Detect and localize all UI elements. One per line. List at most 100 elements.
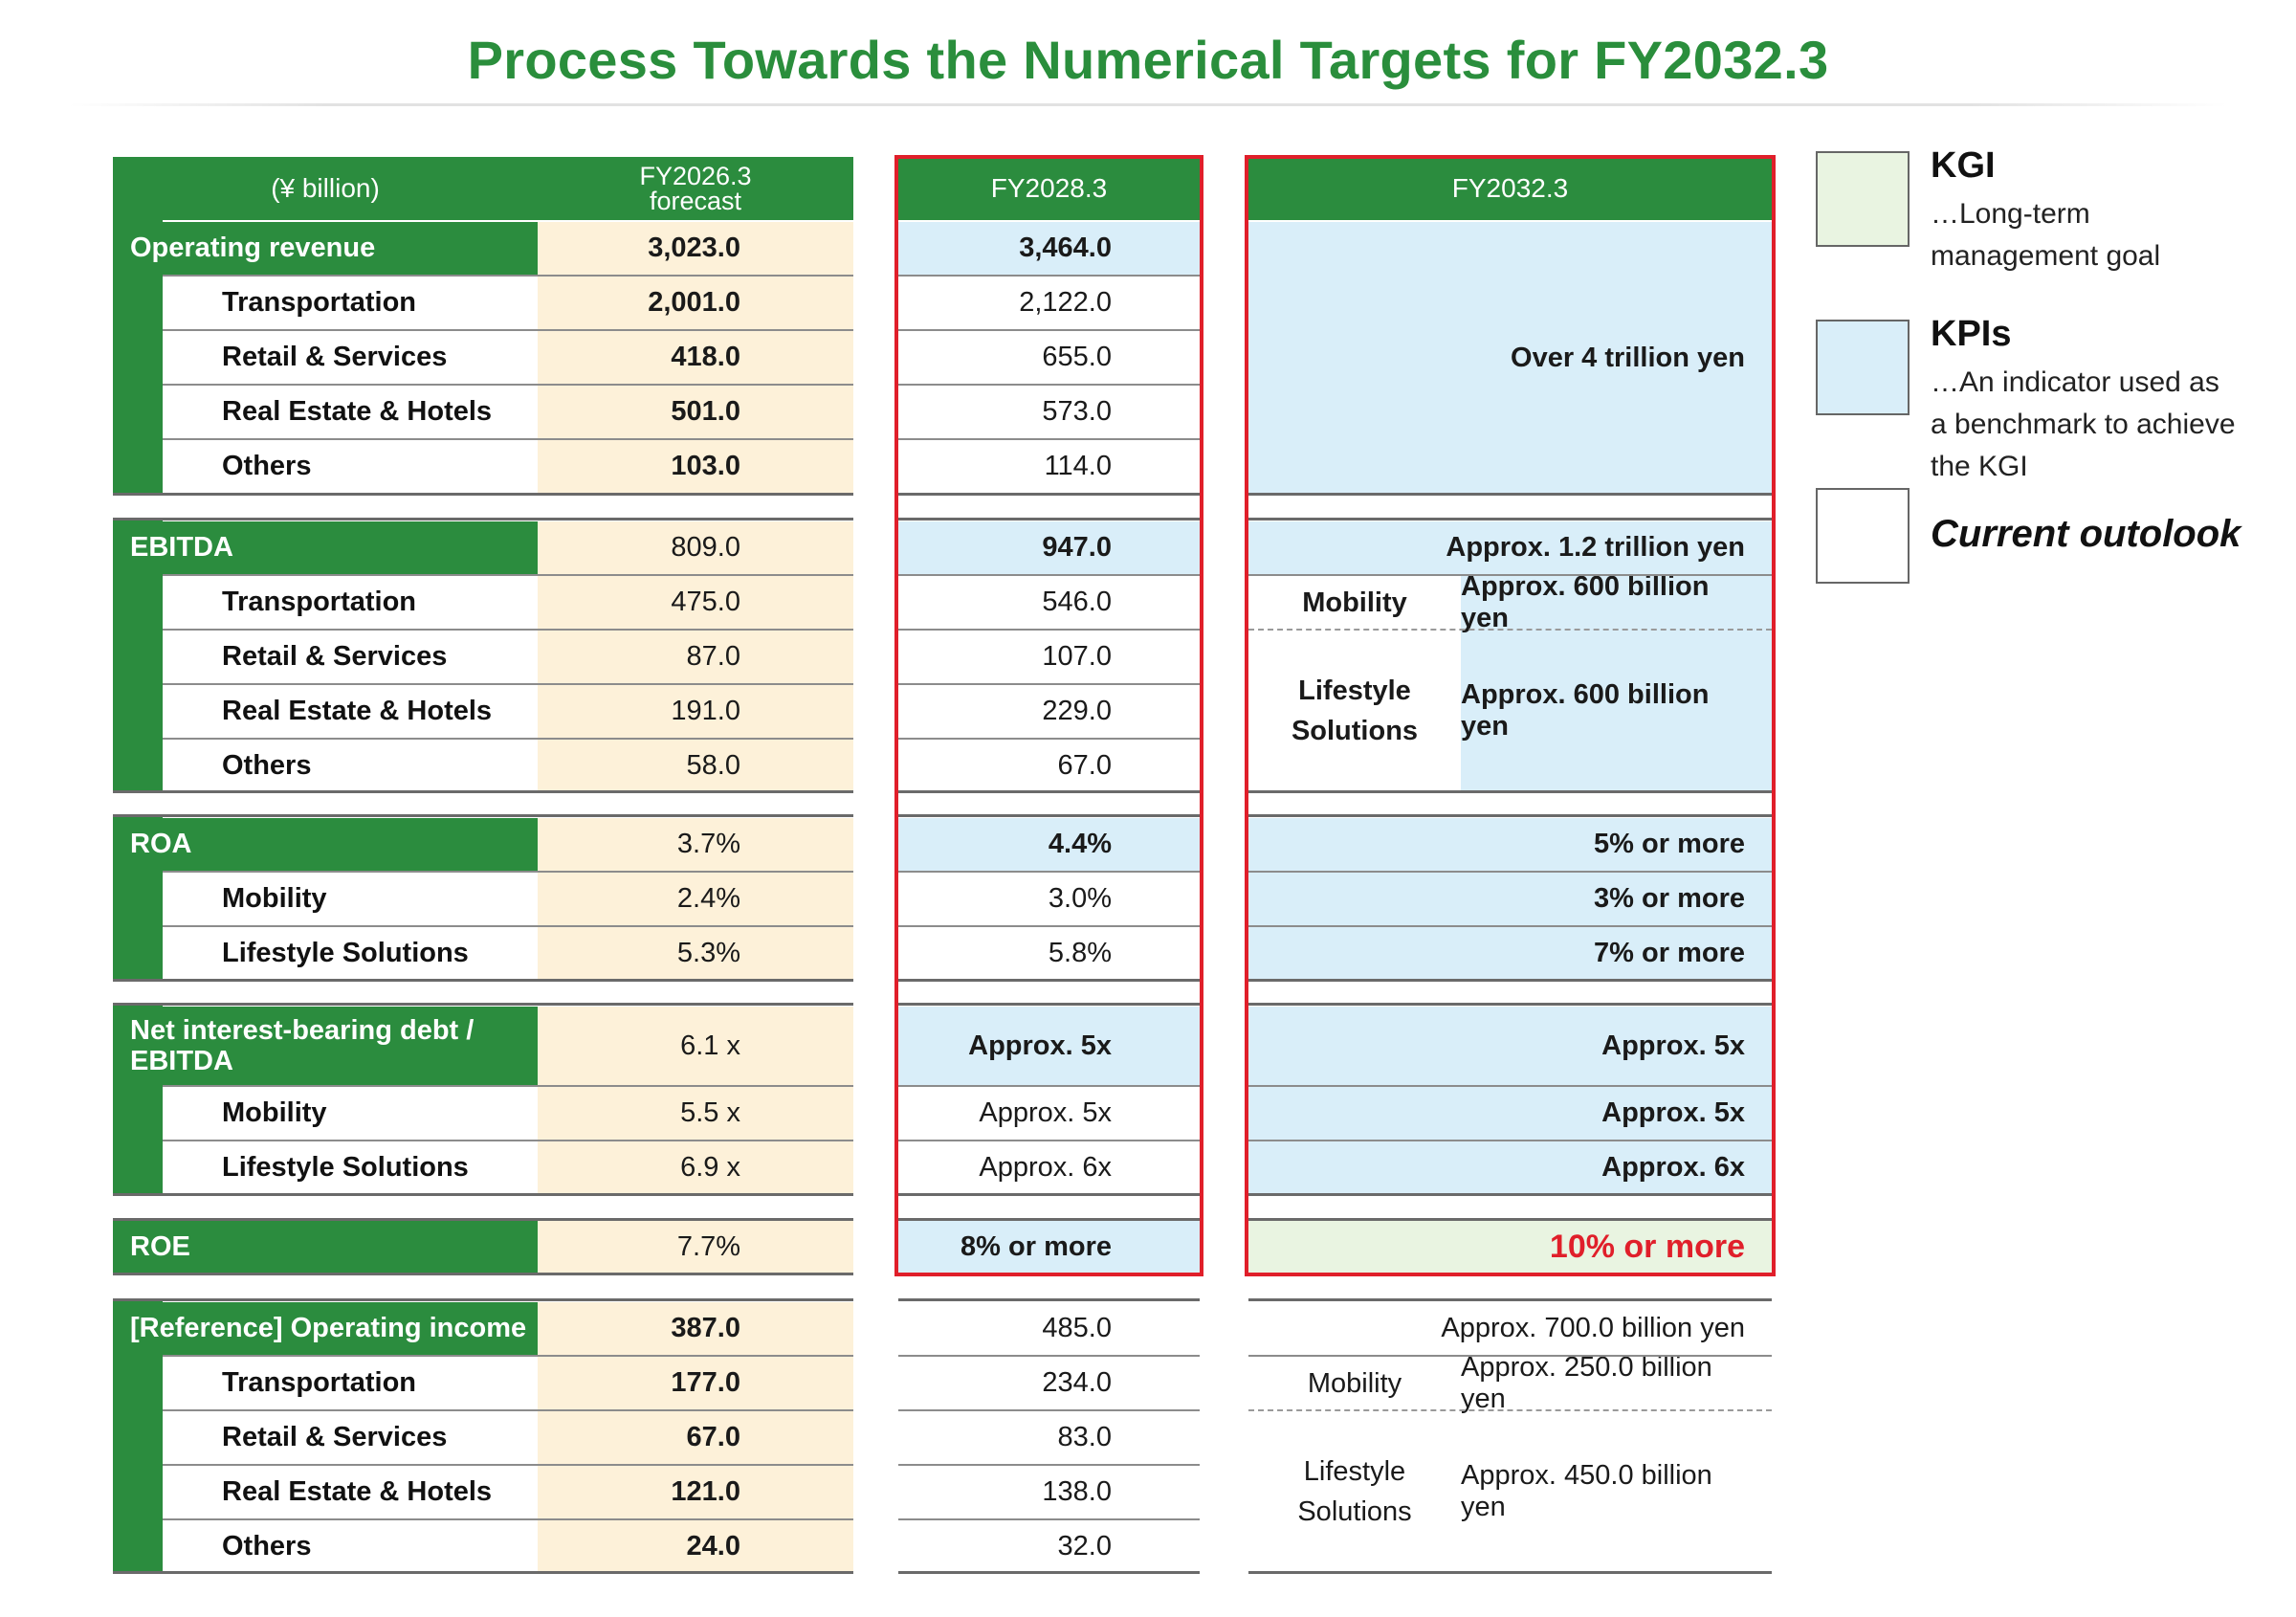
debt-mobility-fy2028: Approx. 5x (979, 1097, 1112, 1128)
op-income-transportation-fy2026: 177.0 (671, 1367, 740, 1398)
roa-mobility-fy2032: 3% or more (1594, 883, 1745, 914)
roa-mobility-fy2028: 3.0% (1048, 883, 1112, 914)
ebitda-fy2026: 809.0 (671, 532, 740, 563)
roe-fy2028: 8% or more (960, 1231, 1112, 1262)
block-divider (1248, 1571, 1772, 1574)
op-income-retail-label: Retail & Services (222, 1422, 448, 1452)
ebitda-seg-lifestyle-value: Approx. 600 billion yen (1461, 679, 1710, 742)
debt-label-line1: Net interest-bearing debt / (130, 1015, 475, 1046)
ebitda-fy2032-bg (1248, 521, 1772, 574)
roe-label: ROE (113, 1221, 538, 1274)
roa-fy2032-bg (1248, 818, 1772, 980)
operating-revenue-others-fy2028: 114.0 (1044, 451, 1112, 481)
ebitda-retail-fy2028: 107.0 (1042, 641, 1112, 672)
ebitda-others-fy2026: 58.0 (686, 749, 740, 781)
ebitda-fy2032: Approx. 1.2 trillion yen (1446, 532, 1745, 563)
roa-mobility-label: Mobility (222, 883, 327, 914)
operating-revenue-label: Operating revenue (113, 222, 538, 275)
roe-fy2032-bg (1248, 1221, 1772, 1274)
roe-fy2026: 7.7% (676, 1231, 740, 1262)
legend-kpi-title: KPIs (1931, 314, 2012, 354)
op-income-others-label: Others (222, 1530, 312, 1562)
legend-kpi-desc-1: …An indicator used as (1931, 366, 2219, 398)
block-divider (1248, 493, 1772, 496)
ebitda-transportation-fy2026: 475.0 (671, 587, 740, 617)
row-divider (898, 925, 1200, 927)
row-divider (898, 1140, 1200, 1141)
debt-mobility-fy2032: Approx. 5x (1601, 1097, 1745, 1128)
roa-lifestyle-fy2032: 7% or more (1594, 938, 1745, 968)
op-income-seg-lifestyle-line2: Solutions (1297, 1496, 1412, 1527)
op-income-fy2028: 485.0 (1042, 1313, 1112, 1343)
op-income-realestate-fy2028: 138.0 (1042, 1476, 1112, 1507)
row-divider (163, 1140, 853, 1141)
debt-mobility-label: Mobility (222, 1097, 327, 1128)
block-divider (898, 1571, 1200, 1574)
operating-revenue-others-label: Others (222, 451, 312, 481)
debt-lifestyle-fy2028: Approx. 6x (979, 1152, 1112, 1183)
ebitda-seg-mobility-label: Mobility (1302, 587, 1407, 618)
op-income-seg-lifestyle-label: Lifestyle Solutions (1248, 1411, 1461, 1572)
roa-label: ROA (113, 818, 538, 871)
row-divider (898, 629, 1200, 631)
debt-label-line2: EBITDA (130, 1046, 233, 1076)
block-divider (113, 1273, 853, 1275)
ebitda-fy2028-bg (898, 521, 1200, 574)
ebitda-seg-lifestyle-label: Lifestyle Solutions (1248, 631, 1461, 791)
operating-revenue-realestate-fy2026: 501.0 (671, 396, 740, 427)
row-divider (163, 574, 853, 576)
operating-revenue-transportation-fy2026: 2,001.0 (648, 287, 740, 318)
row-divider (163, 1085, 853, 1087)
op-income-label: [Reference] Operating income (113, 1302, 538, 1355)
row-divider (163, 275, 853, 277)
fy2028-header: FY2028.3 (898, 157, 1200, 220)
block-divider (113, 1193, 853, 1196)
fy2028-target-frame (894, 155, 1203, 1276)
ebitda-realestate-label: Real Estate & Hotels (222, 696, 493, 726)
row-divider (163, 738, 853, 740)
debt-mobility-fy2026: 5.5 x (680, 1097, 740, 1128)
debt-fy2032: Approx. 5x (1601, 1030, 1745, 1061)
row-divider (163, 925, 853, 927)
debt-fy2026-bg (538, 1007, 853, 1194)
op-income-seg-mobility-label: Mobility (1307, 1367, 1402, 1399)
fy2032-header: FY2032.3 (1248, 157, 1772, 220)
debt-fy2032-bg (1248, 1007, 1772, 1194)
op-income-fy2026-bg (538, 1302, 853, 1572)
row-divider (163, 1464, 853, 1466)
block-divider (898, 518, 1200, 521)
ebitda-realestate-fy2028: 229.0 (1042, 696, 1112, 726)
block-divider (898, 814, 1200, 817)
roe-fy2026-bg (538, 1221, 853, 1274)
legend-kgi-desc-2: management goal (1931, 240, 2161, 272)
roe-fy2028-bg (898, 1221, 1200, 1274)
row-divider (898, 438, 1200, 440)
block-divider (113, 518, 853, 521)
block-divider (1248, 790, 1772, 793)
block-divider (1248, 1193, 1772, 1196)
block-divider (113, 814, 853, 817)
ebitda-realestate-fy2026: 191.0 (671, 696, 740, 726)
operating-revenue-realestate-label: Real Estate & Hotels (222, 396, 493, 427)
row-divider (898, 1355, 1200, 1357)
segment-dash-divider (1248, 629, 1772, 631)
block-divider (113, 1003, 853, 1006)
row-divider (1248, 871, 1772, 873)
row-divider (163, 1355, 853, 1357)
op-income-transportation-label: Transportation (222, 1367, 417, 1398)
row-divider (163, 871, 853, 873)
row-divider (898, 1464, 1200, 1466)
debt-label: Net interest-bearing debt / EBITDA (113, 1007, 538, 1085)
operating-revenue-fy2026: 3,023.0 (648, 233, 740, 263)
operating-revenue-fy2032-bg (1248, 222, 1772, 494)
ebitda-retail-fy2026: 87.0 (686, 641, 740, 672)
roa-lifestyle-fy2028: 5.8% (1048, 938, 1112, 968)
block-divider (113, 790, 853, 793)
block-divider (113, 493, 853, 496)
row-divider (898, 574, 1200, 576)
row-divider (163, 1409, 853, 1411)
fy2026-header: FY2026.3 forecast (538, 157, 853, 220)
operating-revenue-fy2028: 3,464.0 (1019, 233, 1112, 263)
operating-revenue-others-fy2026: 103.0 (671, 451, 740, 481)
